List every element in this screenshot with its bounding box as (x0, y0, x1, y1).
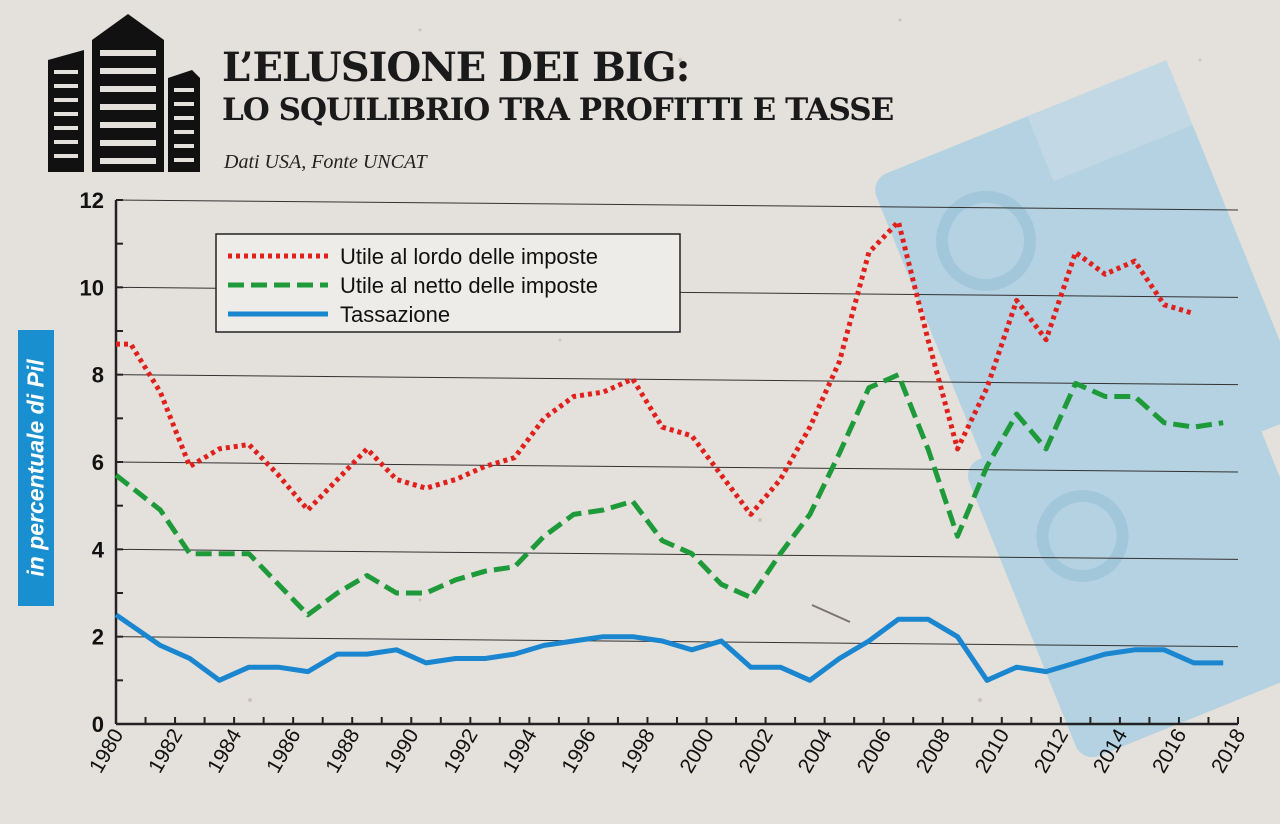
y-tick-label: 8 (92, 363, 104, 388)
gridline (115, 199, 1239, 211)
x-tick-label: 2002 (735, 725, 778, 777)
x-tick-label: 1986 (262, 725, 305, 777)
x-tick-label: 2012 (1030, 725, 1073, 777)
x-tick-label: 2016 (1148, 725, 1191, 777)
gridline (115, 548, 1239, 560)
legend-label: Utile al lordo delle imposte (340, 244, 598, 269)
legend-label: Tassazione (340, 302, 450, 327)
x-tick-label: 2008 (912, 725, 955, 777)
x-tick-label: 2018 (1207, 725, 1250, 777)
y-tick-label: 6 (92, 450, 104, 475)
series-lines (114, 219, 1224, 683)
x-tick-label: 1984 (203, 725, 246, 777)
y-tick-label: 0 (92, 712, 104, 737)
x-tick-label: 1994 (498, 725, 541, 777)
x-tick-label: 1982 (144, 725, 187, 777)
x-tick-label: 2014 (1089, 725, 1132, 777)
gridline (115, 461, 1239, 473)
legend-label: Utile al netto delle imposte (340, 273, 598, 298)
x-tick-label: 1992 (439, 725, 482, 777)
series-line-2 (114, 372, 1224, 618)
y-tick-label: 10 (80, 275, 104, 300)
x-tick-label: 1996 (557, 725, 600, 777)
page-subtitle: LO SQUILIBRIO TRA PROFITTI E TASSE (222, 92, 894, 128)
y-tick-label: 4 (92, 537, 105, 562)
legend: Utile al lordo delle imposte Utile al net… (215, 233, 681, 333)
series-line-3 (114, 612, 1224, 683)
source-note: Dati USA, Fonte UNCAT (224, 151, 427, 173)
skyscrapers-icon (48, 14, 200, 172)
x-tick-label: 2006 (853, 725, 896, 777)
x-tick-label: 1990 (380, 725, 423, 777)
gridline (115, 374, 1239, 386)
x-tick-label: 1998 (617, 725, 660, 777)
x-tick-label: 2000 (676, 725, 719, 777)
series-line-1 (116, 219, 1195, 517)
y-tick-label: 2 (92, 625, 104, 650)
gridline (115, 636, 1239, 648)
y-tick-label: 12 (80, 188, 104, 213)
page-title: L’ELUSIONE DEI BIG: (222, 44, 690, 91)
x-tick-label: 2004 (794, 725, 837, 777)
y-axis-label-box (18, 330, 54, 606)
x-tick-label: 1988 (321, 725, 364, 777)
x-tick-label: 2010 (971, 725, 1014, 777)
